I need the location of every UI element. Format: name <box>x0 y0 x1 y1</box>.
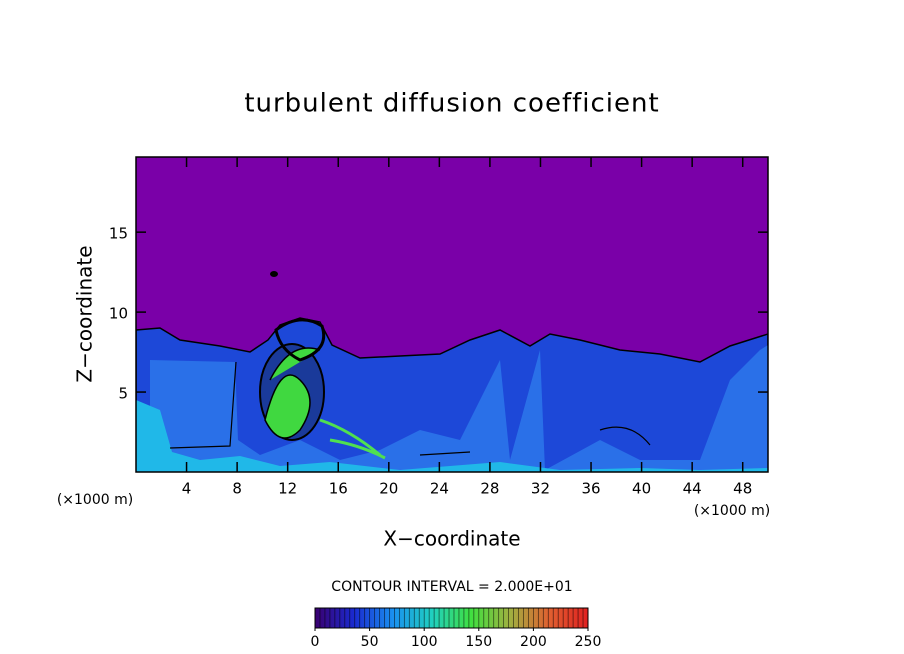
x-tick-label: 8 <box>232 480 242 498</box>
plot-frame <box>135 156 769 473</box>
x-tick-label: 24 <box>430 480 449 498</box>
y-tick-label: 15 <box>109 225 128 243</box>
colorbar <box>314 607 589 629</box>
x-tick-label: 20 <box>379 480 398 498</box>
x-axis-label: X−coordinate <box>383 527 520 551</box>
contour-field <box>136 271 768 472</box>
y-axis-label: Z−coordinate <box>73 245 97 382</box>
y-tick-label: 10 <box>109 305 128 323</box>
contour-line <box>274 318 326 362</box>
x-tick-label: 36 <box>581 480 600 498</box>
x-tick-label: 4 <box>182 480 192 498</box>
x-tick-label: 12 <box>278 480 297 498</box>
x-tick-label: 28 <box>480 480 499 498</box>
field-region <box>319 418 386 460</box>
chart-title: turbulent diffusion coefficient <box>244 89 659 119</box>
colorbar-tick-label: 150 <box>465 634 492 650</box>
x-tick-label: 16 <box>329 480 348 498</box>
x-tick-label: 44 <box>683 480 702 498</box>
field-region <box>136 400 768 472</box>
contour-line <box>169 361 651 456</box>
colorbar-label: CONTOUR INTERVAL = 2.000E+01 <box>331 579 572 595</box>
colorbar-tick-label: 200 <box>520 634 547 650</box>
colorbar-tick-label: 250 <box>575 634 602 650</box>
x-tick-label: 40 <box>632 480 651 498</box>
colorbar-tick-label: 50 <box>361 634 379 650</box>
field-region <box>264 347 321 439</box>
x-unit-label: (×1000 m) <box>694 503 770 519</box>
colorbar-tick-label: 100 <box>411 634 438 650</box>
y-unit-label: (×1000 m) <box>57 492 133 508</box>
x-tick-label: 32 <box>531 480 550 498</box>
contour-line <box>270 271 278 277</box>
x-tick-label: 48 <box>733 480 752 498</box>
y-tick-label: 5 <box>118 385 128 403</box>
colorbar-tick-label: 0 <box>311 634 320 650</box>
